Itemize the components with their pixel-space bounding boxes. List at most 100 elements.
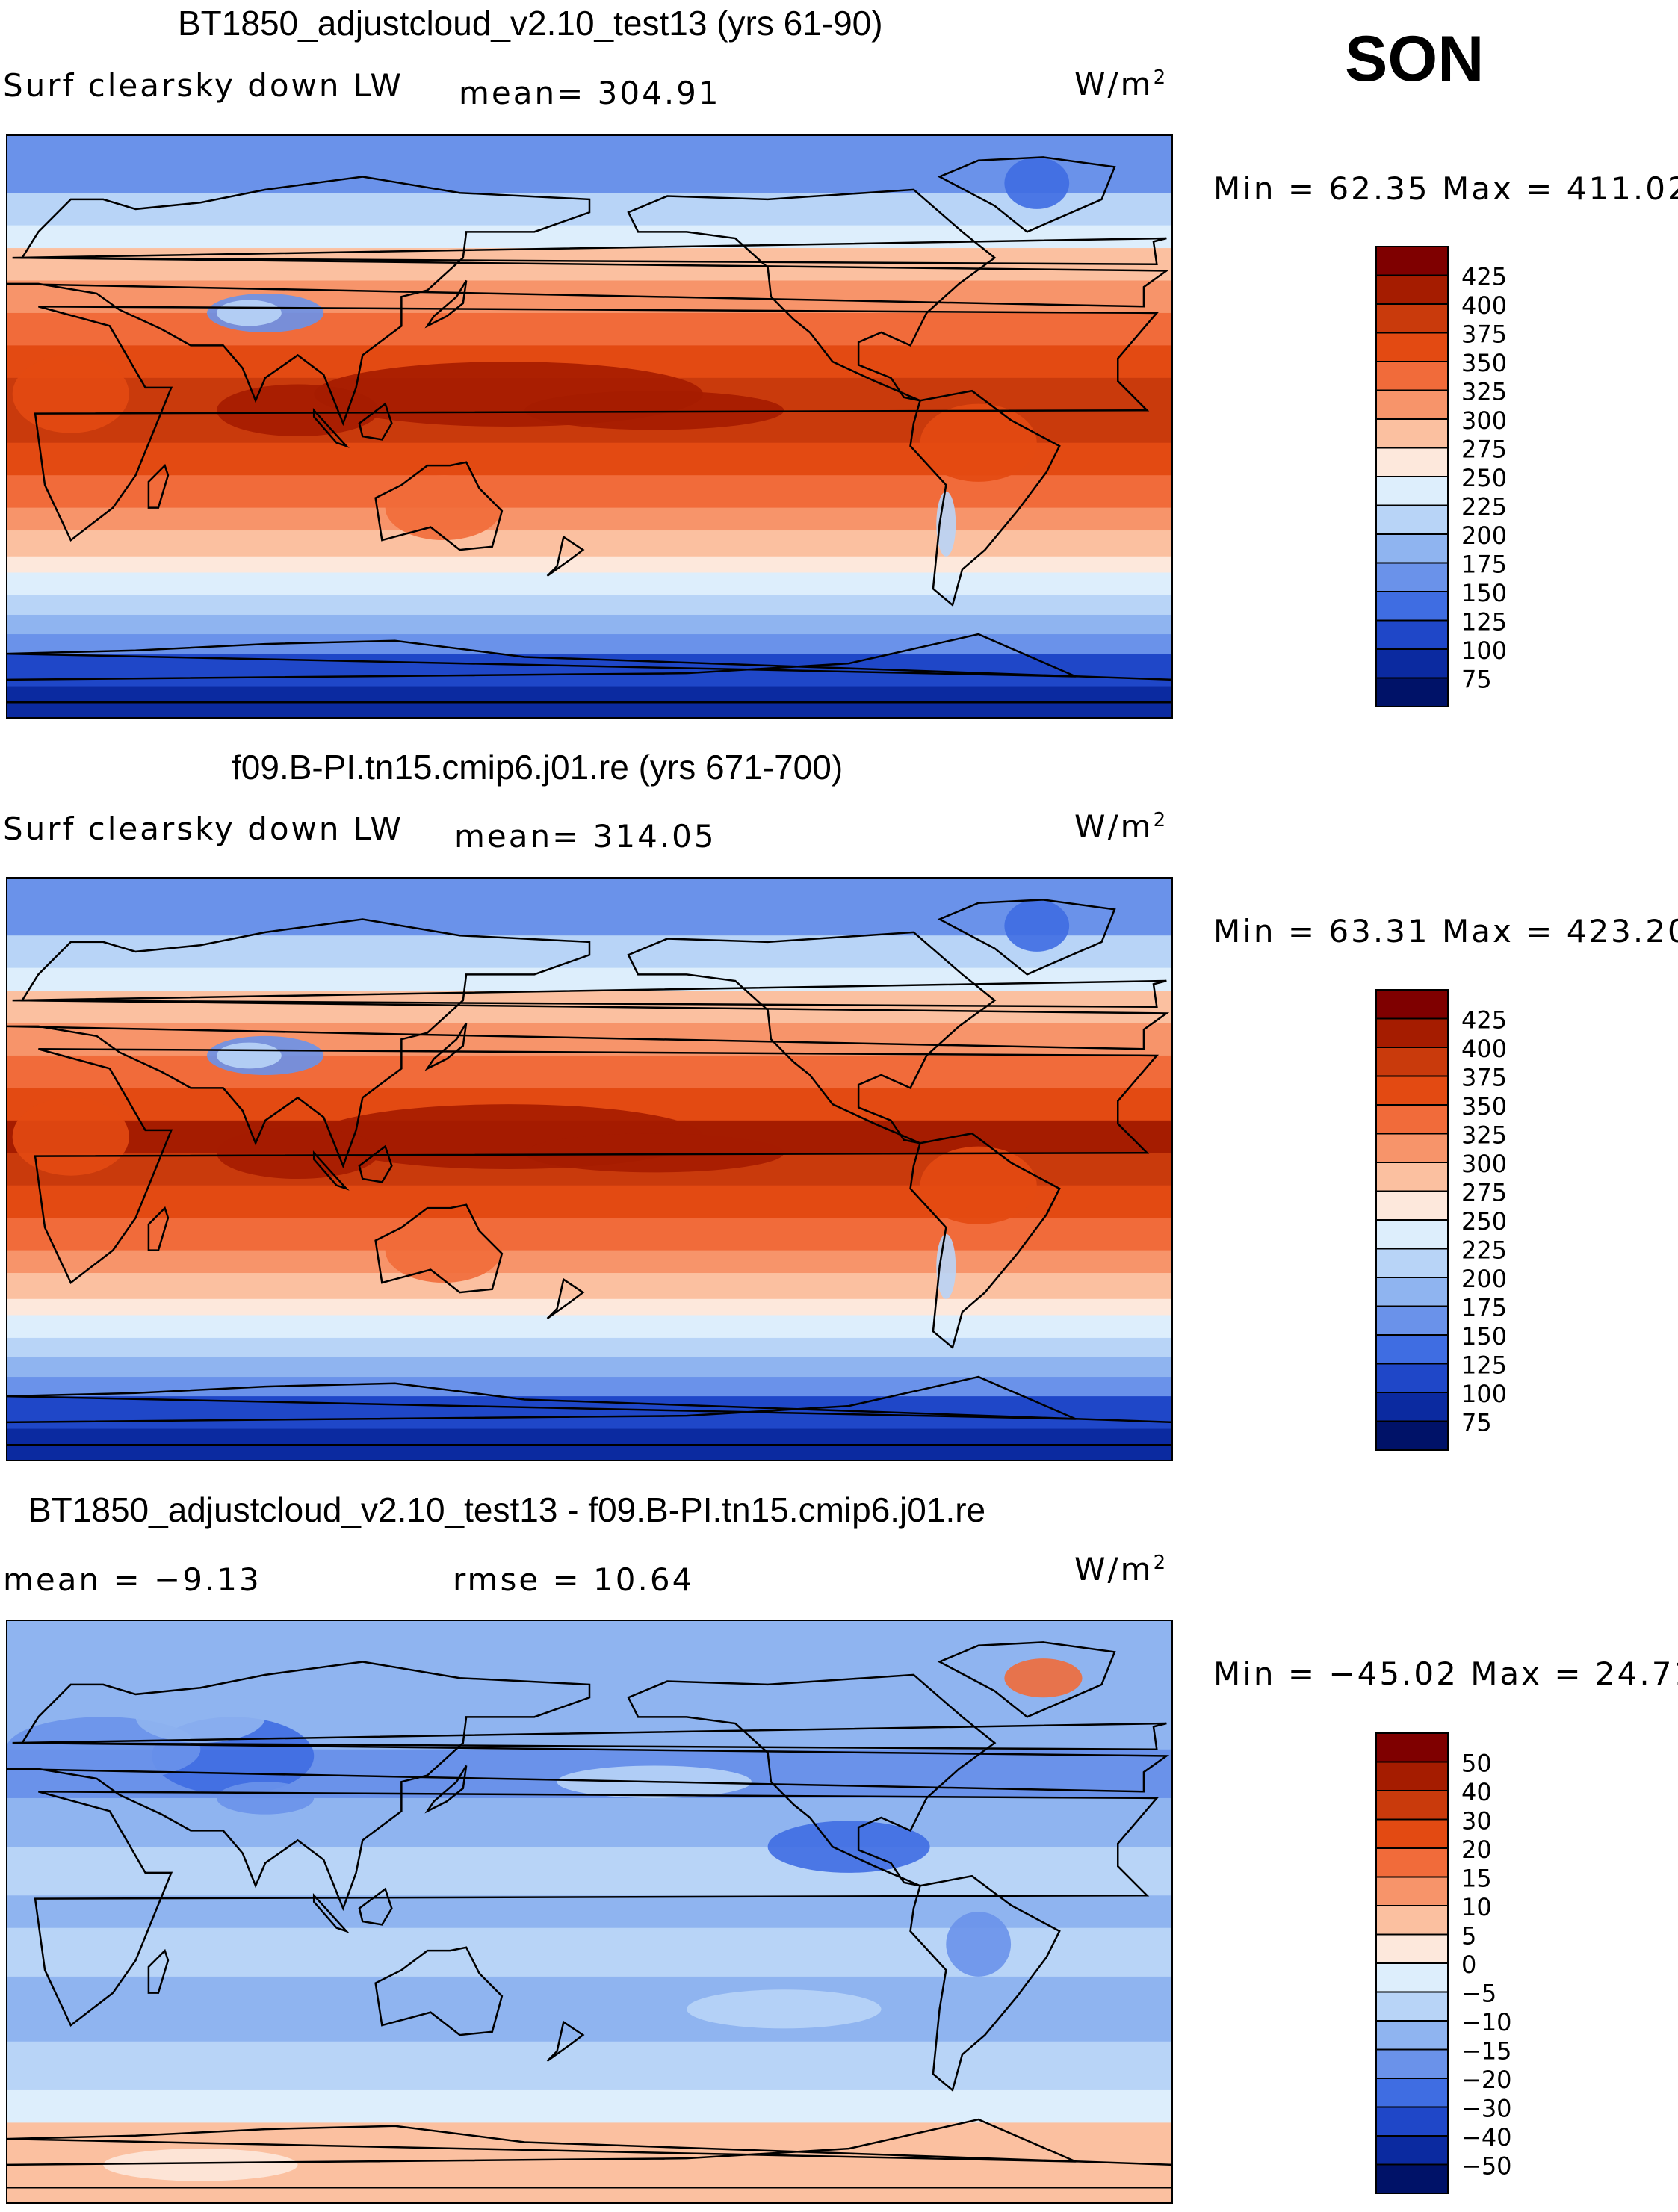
panel-2-variable-label: Surf clearsky down LW bbox=[3, 811, 403, 847]
panel-3-map bbox=[6, 1620, 1173, 2204]
contour-band bbox=[6, 225, 1173, 250]
contour-band bbox=[6, 1218, 1173, 1251]
field-anomaly bbox=[385, 1218, 502, 1283]
colorbar-tick-label: 275 bbox=[1461, 436, 1507, 464]
contour-band bbox=[6, 634, 1173, 655]
coastline-samerica bbox=[909, 389, 1061, 607]
contour-band bbox=[6, 1797, 1173, 1848]
colorbar-tick-label: 100 bbox=[1461, 636, 1507, 665]
coastline-borneo bbox=[358, 1887, 393, 1926]
contour-band bbox=[6, 572, 1173, 596]
contour-band bbox=[6, 2089, 1173, 2124]
colorbar-tick-label: 250 bbox=[1461, 1207, 1507, 1236]
coastline-nz bbox=[546, 1277, 585, 1319]
colorbar-swatch bbox=[1375, 591, 1449, 622]
colorbar-swatch bbox=[1375, 1876, 1449, 1906]
coastline-uk bbox=[12, 979, 1167, 1009]
colorbar-swatch bbox=[1375, 533, 1449, 564]
colorbar-swatch bbox=[1375, 1732, 1449, 1763]
field-anomaly bbox=[1004, 899, 1070, 952]
panel-1-variable-label: Surf clearsky down LW bbox=[3, 67, 403, 104]
colorbar-tick-label: 400 bbox=[1461, 291, 1507, 320]
colorbar-tick-label: 50 bbox=[1461, 1750, 1492, 1778]
field-anomaly bbox=[135, 1691, 266, 1744]
contour-band bbox=[6, 595, 1173, 616]
coastline-namerica bbox=[627, 931, 997, 1144]
coastline-nz bbox=[546, 2020, 585, 2062]
colorbar-swatch bbox=[1375, 1248, 1449, 1278]
coastline-greenland bbox=[937, 156, 1116, 233]
colorbar-tick-label: −50 bbox=[1461, 2152, 1512, 2181]
colorbar-swatch bbox=[1375, 332, 1449, 362]
field-anomaly bbox=[1004, 1658, 1083, 1698]
colorbar-tick-label: 30 bbox=[1461, 1807, 1492, 1835]
colorbar-tick-label: 150 bbox=[1461, 1322, 1507, 1351]
colorbar-swatch bbox=[1375, 1363, 1449, 1393]
colorbar-swatch bbox=[1375, 447, 1449, 477]
colorbar-tick-label: 350 bbox=[1461, 349, 1507, 377]
colorbar-tick-label: 40 bbox=[1461, 1778, 1492, 1806]
field-anomaly bbox=[12, 355, 129, 433]
map-frame bbox=[6, 134, 1173, 719]
colorbar-tick-label: 125 bbox=[1461, 608, 1507, 636]
colorbar-tick-label: 325 bbox=[1461, 1121, 1507, 1150]
colorbar-swatch bbox=[1375, 418, 1449, 449]
coastline-eurasia bbox=[6, 176, 1170, 427]
colorbar-swatch bbox=[1375, 1133, 1449, 1163]
field-anomaly bbox=[687, 1989, 882, 2029]
contour-band bbox=[6, 312, 1173, 347]
contour-band bbox=[6, 1298, 1173, 1316]
contour-band bbox=[6, 1055, 1173, 1089]
contour-band bbox=[6, 1620, 1173, 1685]
coastline-antarctica bbox=[6, 2118, 1173, 2189]
field-anomaly bbox=[217, 1042, 282, 1069]
coastline-uk bbox=[12, 237, 1167, 266]
coastline-japan bbox=[424, 279, 468, 329]
colorbar-swatch bbox=[1375, 476, 1449, 506]
panel-2-map bbox=[6, 877, 1173, 1461]
contour-band bbox=[6, 556, 1173, 574]
colorbar-swatch bbox=[1375, 1190, 1449, 1221]
colorbar-swatch bbox=[1375, 2078, 1449, 2108]
contour-band bbox=[6, 1976, 1173, 2042]
field-anomaly bbox=[524, 1133, 784, 1173]
colorbar-swatch bbox=[1375, 1905, 1449, 1936]
colorbar-tick-label: 350 bbox=[1461, 1092, 1507, 1121]
coastline-sumatra bbox=[312, 1150, 350, 1191]
coastline-japan bbox=[424, 1765, 468, 1814]
coastline-africa bbox=[34, 306, 1160, 542]
contour-band bbox=[6, 1023, 1173, 1056]
panel-1-units: W/m2 bbox=[1074, 66, 1168, 102]
field-anomaly bbox=[767, 1821, 930, 1873]
map-frame bbox=[6, 877, 1173, 1461]
colorbar-swatch bbox=[1375, 562, 1449, 592]
colorbar-swatch bbox=[1375, 2106, 1449, 2137]
field-anomaly bbox=[217, 1782, 315, 1815]
colorbar-swatch bbox=[1375, 2163, 1449, 2194]
panel-3-title: BT1850_adjustcloud_v2.10_test13 - f09.B-… bbox=[28, 1490, 986, 1529]
colorbar-tick-label: −30 bbox=[1461, 2095, 1512, 2123]
field-anomaly bbox=[936, 1233, 956, 1299]
coastline-sumatra bbox=[312, 1893, 350, 1933]
colorbar-tick-label: 375 bbox=[1461, 1064, 1507, 1092]
colorbar-swatch bbox=[1375, 619, 1449, 650]
contour-band bbox=[6, 475, 1173, 509]
colorbar-tick-label: 100 bbox=[1461, 1380, 1507, 1408]
colorbar-tick-label: 75 bbox=[1461, 1409, 1492, 1437]
panel-1-map bbox=[6, 134, 1173, 719]
colorbar-swatch bbox=[1375, 1962, 1449, 1993]
coastline-samerica bbox=[909, 1874, 1061, 2092]
colorbar-tick-label: 200 bbox=[1461, 1265, 1507, 1293]
field-anomaly bbox=[946, 1912, 1012, 1977]
contour-band bbox=[6, 2041, 1173, 2091]
contour-band bbox=[6, 507, 1173, 532]
colorbar-swatch bbox=[1375, 677, 1449, 707]
colorbar-tick-label: 10 bbox=[1461, 1893, 1492, 1921]
colorbar-tick-label: 425 bbox=[1461, 1006, 1507, 1035]
panel-2-minmax: Min = 63.31 Max = 423.20 bbox=[1213, 913, 1678, 949]
contour-band bbox=[6, 614, 1173, 636]
colorbar-tick-label: 75 bbox=[1461, 666, 1492, 694]
coastline-australia bbox=[374, 1203, 504, 1294]
contour-band bbox=[6, 134, 1173, 194]
